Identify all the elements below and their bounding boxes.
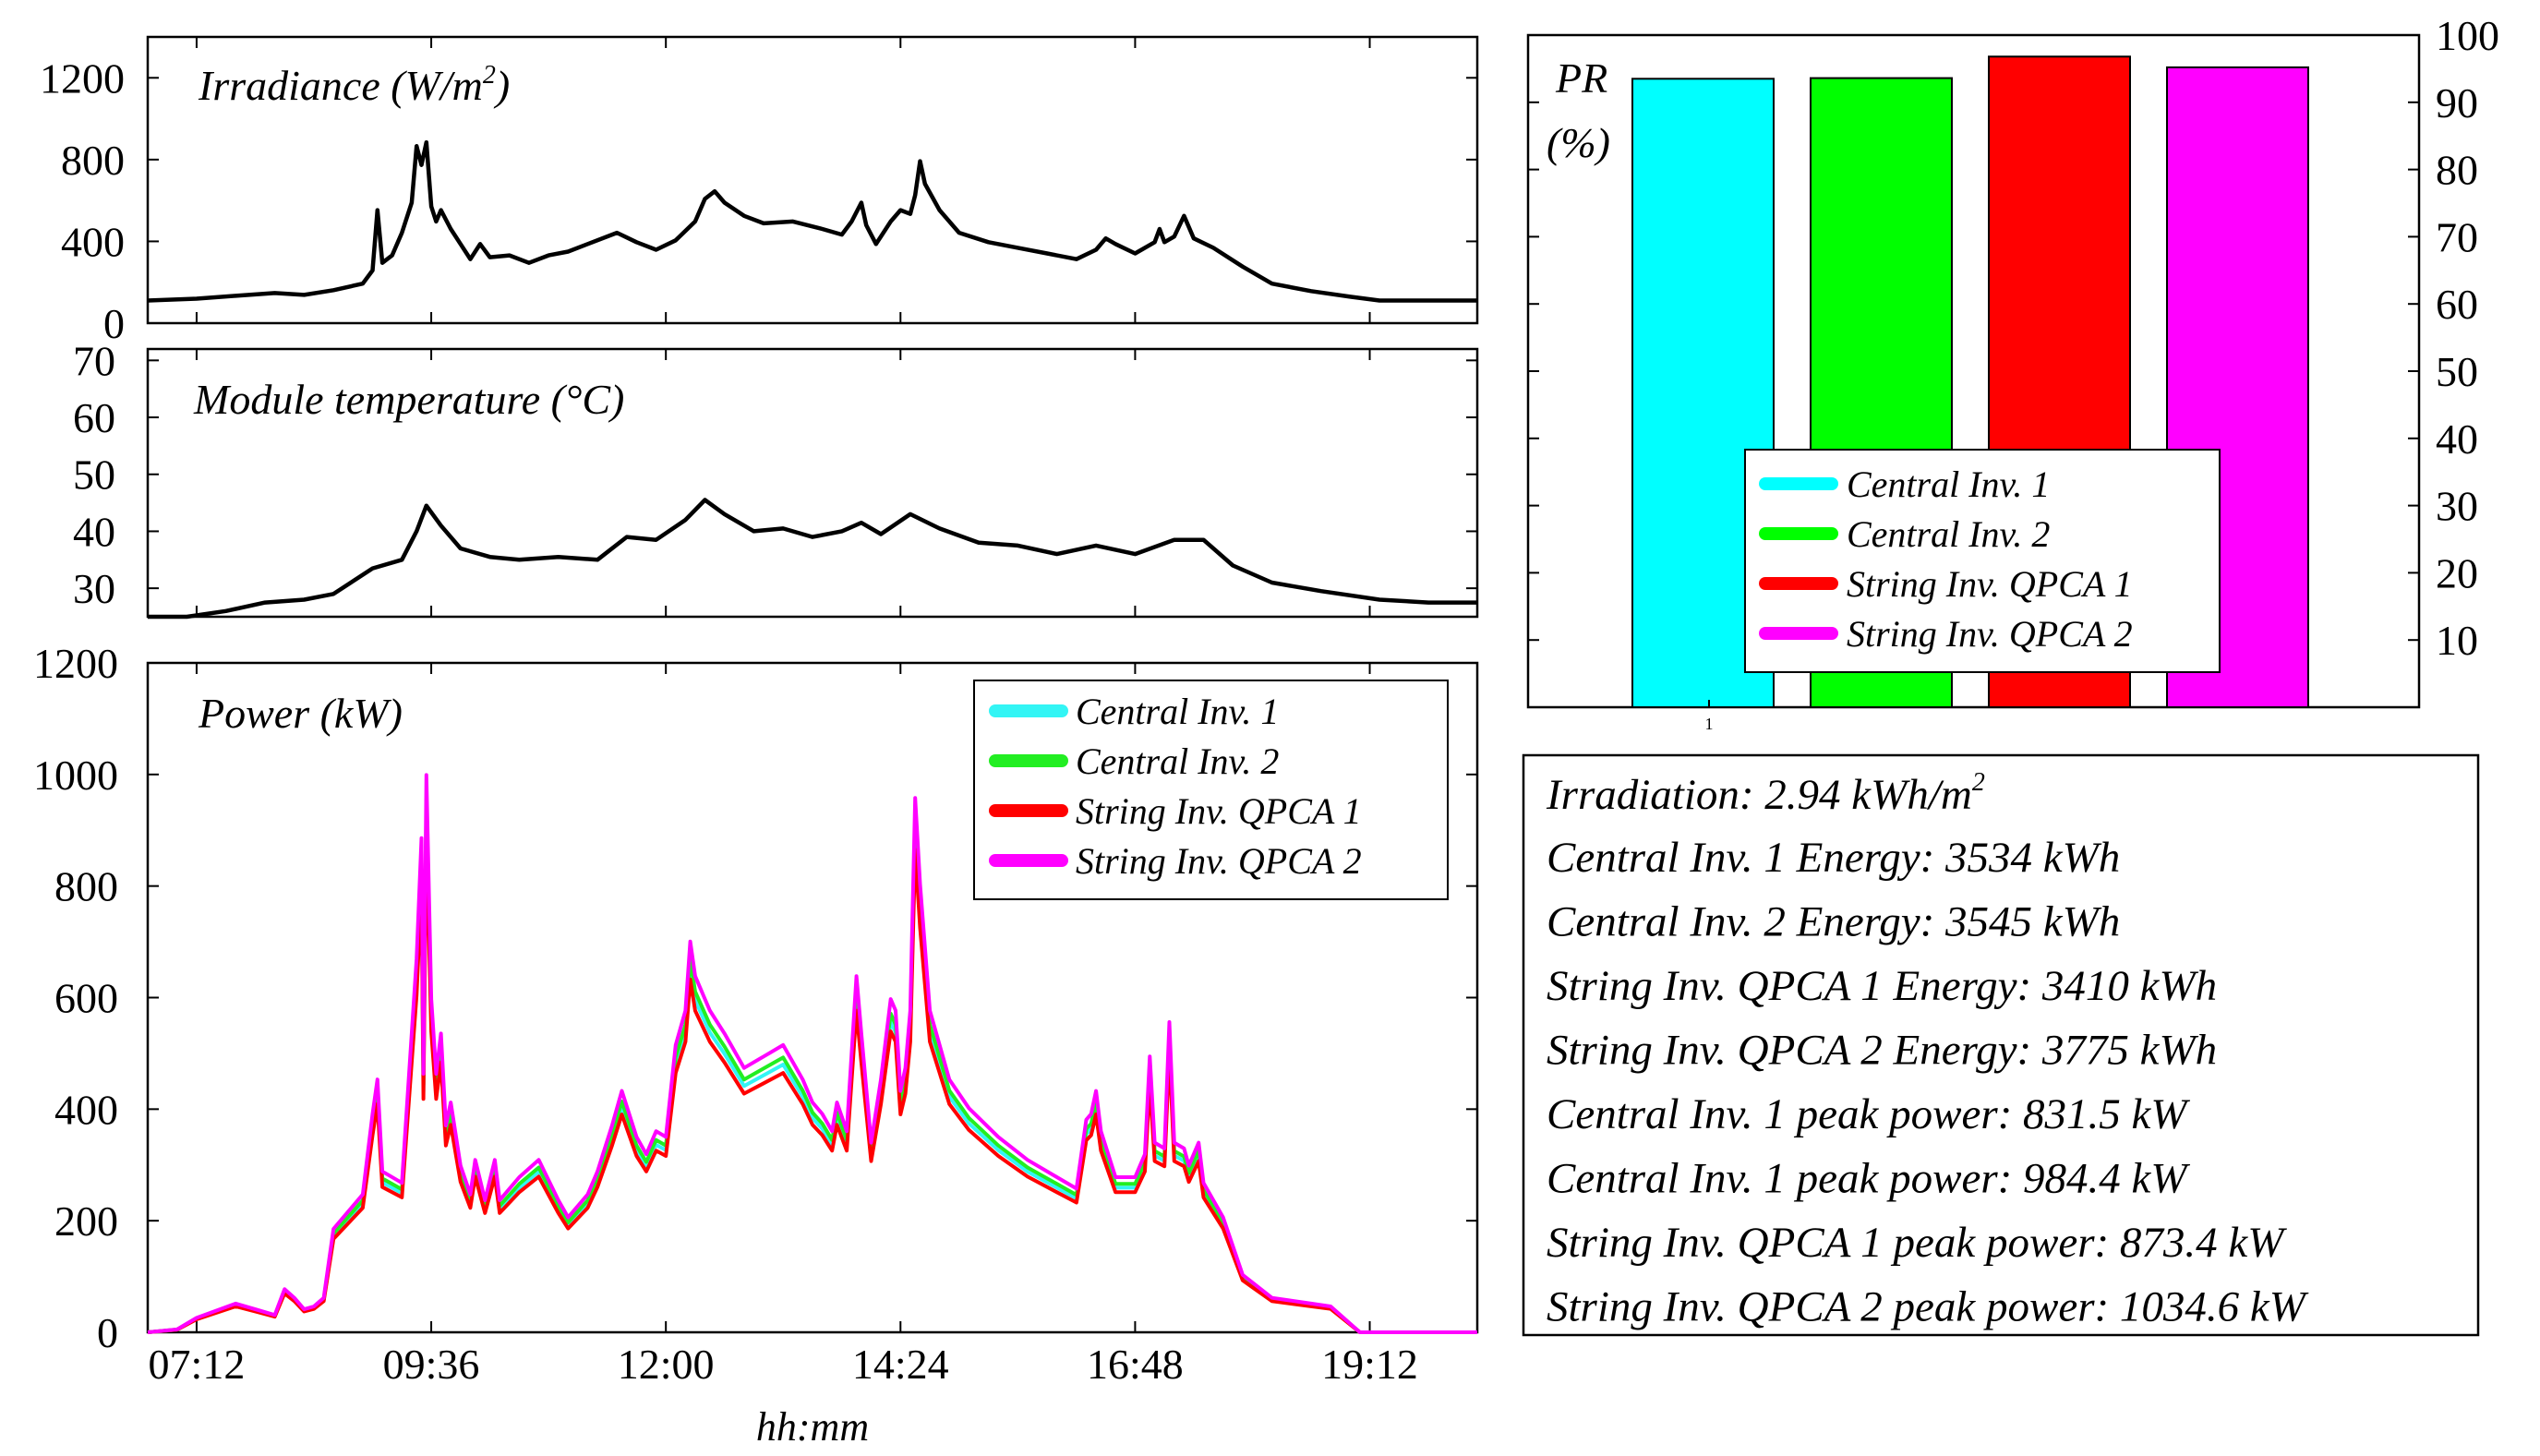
temperature-y-ticks: 30 40 50 60 70 [73, 337, 1477, 612]
power-y-tick-label: 200 [54, 1197, 118, 1245]
pr-y-ticks: 10 20 30 40 50 60 70 80 90 100 [1528, 12, 2499, 664]
summary-line: Central Inv. 1 Energy: 3534 kWh [1547, 834, 2120, 882]
power-legend-label: Central Inv. 2 [1076, 740, 1279, 782]
summary-line: String Inv. QPCA 2 peak power: 1034.6 kW [1547, 1283, 2309, 1331]
pr-y-tick-label: 50 [2436, 348, 2478, 395]
power-panel: 0 200 400 600 800 1000 1200 07:12 09:36 12:00 14:… [33, 640, 1479, 1450]
power-y-tick-label: 800 [54, 863, 118, 910]
pr-y-tick-label: 20 [2436, 549, 2478, 596]
temperature-y-tick-label: 60 [73, 394, 115, 441]
pr-y-tick-label: 10 [2436, 617, 2478, 664]
irradiance-y-tick-label: 0 [103, 300, 125, 347]
power-series-line [147, 827, 1477, 1334]
pr-y-tick-label: 40 [2436, 415, 2478, 463]
summary-irradiation: Irradiation: 2.94 kWh/m2 [1546, 768, 1985, 819]
summary-line: String Inv. QPCA 2 Energy: 3775 kWh [1547, 1027, 2217, 1075]
power-x-tick-label: 09:36 [383, 1341, 480, 1388]
power-y-tick-label: 0 [97, 1309, 118, 1356]
irradiance-y-tick-label: 400 [61, 218, 125, 265]
power-legend-label: String Inv. QPCA 2 [1076, 840, 1362, 882]
irradiance-title: Irradiance (W/m2) [198, 61, 510, 109]
power-x-axis-label: hh:mm [756, 1404, 869, 1450]
power-legend: Central Inv. 1 Central Inv. 2 String Inv. … [973, 680, 1449, 900]
pr-legend-label: String Inv. QPCA 2 [1847, 613, 2133, 655]
power-y-tick-label: 600 [54, 975, 118, 1022]
temperature-panel: 30 40 50 60 70 Module temperature (°C) [73, 337, 1479, 620]
power-x-tick-label: 07:12 [149, 1341, 246, 1388]
summary-line: String Inv. QPCA 1 peak power: 873.4 kW [1547, 1219, 2287, 1267]
irradiance-line [147, 139, 1477, 303]
pr-legend-label: Central Inv. 1 [1847, 463, 2050, 505]
pr-panel: 10 20 30 40 50 60 70 80 90 100 PR (%) 1 Central I… [1526, 12, 2499, 733]
pr-y-label-line2: (%) [1547, 119, 1610, 166]
power-lines [147, 773, 1477, 1334]
pr-y-tick-label: 100 [2436, 12, 2499, 59]
irradiance-panel: 0 400 800 1200 Irradiance (W/m2) [40, 35, 1479, 347]
temperature-y-tick-label: 50 [73, 451, 115, 499]
power-y-ticks: 0 200 400 600 800 1000 1200 [33, 640, 1477, 1356]
power-title: Power (kW) [198, 690, 403, 737]
summary-frame [1522, 753, 2480, 1337]
irradiance-y-tick-label: 800 [61, 137, 125, 184]
temperature-y-tick-label: 70 [73, 337, 115, 384]
summary-line: String Inv. QPCA 1 Energy: 3410 kWh [1547, 962, 2217, 1010]
power-series-line [147, 797, 1477, 1334]
power-y-tick-label: 400 [54, 1086, 118, 1133]
irradiance-y-tick-label: 1200 [40, 54, 125, 102]
summary-line: Central Inv. 1 peak power: 984.4 kW [1547, 1155, 2190, 1203]
summary-box: Irradiation: 2.94 kWh/m2 Central Inv. 1 … [1522, 753, 2480, 1337]
power-x-tick-label: 16:48 [1087, 1341, 1184, 1388]
pr-y-tick-label: 30 [2436, 483, 2478, 530]
temperature-y-tick-label: 30 [73, 565, 115, 612]
power-legend-label: String Inv. QPCA 1 [1076, 790, 1362, 832]
temperature-y-tick-label: 40 [73, 508, 115, 555]
summary-lines: Central Inv. 1 Energy: 3534 kWh Central I… [1547, 834, 2309, 1331]
temperature-title: Module temperature (°C) [193, 376, 624, 423]
power-series-line [147, 773, 1477, 1334]
pr-legend-label: String Inv. QPCA 1 [1847, 563, 2133, 605]
pr-legend-label: Central Inv. 2 [1847, 513, 2050, 555]
summary-line: Central Inv. 2 Energy: 3545 kWh [1547, 898, 2120, 946]
temperature-line [148, 498, 1477, 620]
power-x-tick-label: 14:24 [852, 1341, 949, 1388]
power-legend-label: Central Inv. 1 [1076, 691, 1279, 732]
power-y-tick-label: 1200 [33, 640, 118, 687]
pr-x-tick-label: 1 [1705, 715, 1714, 733]
power-x-tick-label: 12:00 [618, 1341, 715, 1388]
pr-y-tick-label: 90 [2436, 79, 2478, 126]
pr-y-tick-label: 80 [2436, 147, 2478, 194]
irradiance-x-ticks [195, 37, 1371, 323]
summary-line: Central Inv. 1 peak power: 831.5 kW [1547, 1090, 2190, 1138]
power-x-tick-label: 19:12 [1321, 1341, 1418, 1388]
irradiance-y-ticks: 0 400 800 1200 [40, 54, 1477, 347]
pr-y-label-line1: PR [1555, 54, 1607, 102]
power-x-ticks: 07:12 09:36 12:00 14:24 16:48 19:12 [149, 663, 1418, 1388]
pr-legend: Central Inv. 1 Central Inv. 2 String Inv. … [1744, 449, 2221, 673]
pr-y-tick-label: 70 [2436, 213, 2478, 260]
power-y-tick-label: 1000 [33, 752, 118, 799]
temperature-x-ticks [195, 349, 1371, 617]
pr-y-tick-label: 60 [2436, 281, 2478, 328]
